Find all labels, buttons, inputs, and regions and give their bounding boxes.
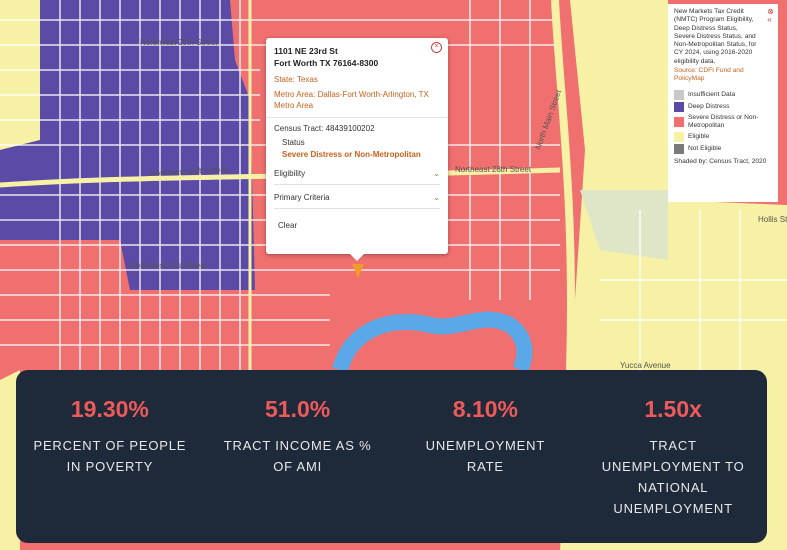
- highway: [0, 167, 561, 188]
- street-label: Hollis St: [758, 215, 787, 224]
- street-label: Northeast 28th Street: [455, 165, 532, 174]
- street-label: Northwest 28th Street: [150, 165, 229, 178]
- stat-value: 51.0%: [265, 396, 331, 422]
- tract-popup: × 1101 NE 23rd St Fort Worth TX 76164-830…: [266, 38, 448, 261]
- legend-swatch: [674, 101, 684, 112]
- street-label: Northwest 21st Street: [130, 261, 208, 270]
- eligible-area: [0, 0, 40, 150]
- stat-label: PERCENT OF PEOPLE IN POVERTY: [33, 438, 187, 474]
- close-legend[interactable]: ⊗ «: [767, 7, 774, 25]
- state: State: Texas: [274, 75, 318, 84]
- legend: ⊗ « New Markets Tax Credit (NMTC) Program…: [668, 4, 778, 202]
- stats-panel: 19.30% PERCENT OF PEOPLE IN POVERTY 51.0% T…: [16, 370, 767, 543]
- address: 1101 NE 23rd St: [274, 46, 338, 56]
- stat: 51.0% TRACT INCOME AS % OF AMI: [204, 370, 392, 543]
- street-label: Yucca Avenue: [620, 361, 671, 370]
- eligible-area: [0, 370, 20, 550]
- legend-swatch: [674, 144, 684, 155]
- legend-item: Eligible: [674, 132, 772, 143]
- legend-items: Insufficient Data Deep Distress Severe Dis…: [674, 89, 772, 155]
- address: Fort Worth TX 76164-8300: [274, 58, 379, 68]
- accordion[interactable]: Eligibility ⌄: [274, 169, 440, 185]
- stat-label: TRACT INCOME AS % OF AMI: [223, 438, 372, 474]
- legend-label: Deep Distress: [688, 102, 730, 110]
- legend-swatch: [674, 132, 684, 143]
- stat: 8.10% UNEMPLOYMENT RATE: [392, 370, 580, 543]
- legend-item: Deep Distress: [674, 101, 772, 112]
- deep-distress-area: [0, 140, 40, 240]
- legend-item: Severe Distress or Non-Metropolitan: [674, 114, 772, 131]
- stat: 1.50x TRACT UNEMPLOYMENT TO NATIONAL UNEM…: [579, 370, 767, 543]
- legend-label: Not Eligible: [688, 145, 722, 153]
- metro-area: Metro Area: Dallas-Fort Worth-Arlington,…: [274, 90, 429, 110]
- legend-swatch: [674, 89, 684, 100]
- stat-label: UNEMPLOYMENT RATE: [425, 438, 546, 474]
- section-label: Primary Criteria: [274, 193, 330, 202]
- highway: [551, 0, 576, 371]
- close-button[interactable]: ×: [431, 42, 442, 53]
- status-value: Severe Distress or Non-Metropolitan: [282, 150, 421, 159]
- shaded-by: Shaded by: Census Tract, 2020: [674, 158, 767, 166]
- legend-source: Source: CDFI Fund and PolicyMap: [674, 67, 744, 83]
- clear-button[interactable]: Clear: [278, 221, 298, 230]
- stat: 19.30% PERCENT OF PEOPLE IN POVERTY: [16, 370, 204, 543]
- legend-title: New Markets Tax Credit (NMTC) Program El…: [674, 8, 757, 65]
- stat-value: 19.30%: [70, 396, 149, 422]
- census-tract: Census Tract: 48439100202: [274, 124, 375, 133]
- accordion[interactable]: Primary Criteria ⌄: [274, 193, 440, 209]
- legend-label: Insufficient Data: [688, 90, 736, 98]
- status-label: Status: [282, 138, 305, 147]
- location-marker[interactable]: [352, 264, 364, 278]
- stat-value: 1.50x: [644, 396, 702, 422]
- section-label: Eligibility: [274, 169, 306, 178]
- legend-label: Eligible: [688, 133, 710, 141]
- stat-value: 8.10%: [452, 396, 518, 422]
- street-label: Northwest 25th Street: [140, 38, 218, 47]
- legend-item: Not Eligible: [674, 144, 772, 155]
- legend-item: Insufficient Data: [674, 89, 772, 100]
- park-area: [580, 190, 668, 260]
- river: [332, 311, 533, 374]
- legend-label: Severe Distress or Non-Metropolitan: [688, 113, 759, 129]
- legend-swatch: [674, 116, 684, 127]
- stat-label: TRACT UNEMPLOYMENT TO NATIONAL UNEMPLOYM…: [601, 438, 745, 516]
